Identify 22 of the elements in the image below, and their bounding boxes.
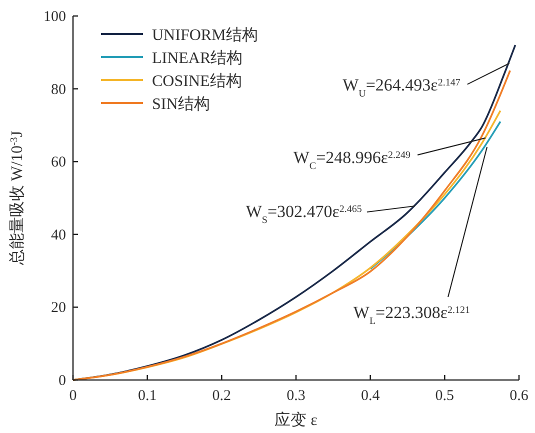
annotation: W$_{U}$=264.493ε$^{2.147}$ bbox=[342, 75, 460, 99]
x-tick-label: 0.3 bbox=[286, 388, 306, 404]
y-tick-label: 60 bbox=[51, 154, 66, 171]
annotation: W$_{L}$=223.308ε$^{2.121}$ bbox=[353, 303, 470, 327]
x-axis-title: 应变 ε bbox=[274, 411, 318, 429]
y-tick-label: 40 bbox=[51, 227, 66, 244]
legend-label: UNIFORM结构 bbox=[152, 26, 258, 44]
x-tick-label: 0.6 bbox=[510, 388, 529, 404]
annotation: W$_{S}$=302.470ε$^{2.465}$ bbox=[246, 202, 362, 226]
x-tick-label: 0.1 bbox=[138, 388, 157, 404]
legend-label: SIN结构 bbox=[152, 95, 210, 113]
x-tick-label: 0.5 bbox=[435, 388, 454, 404]
legend-label: COSINE结构 bbox=[152, 72, 242, 90]
y-tick-label: 20 bbox=[51, 300, 66, 316]
y-tick-label: 100 bbox=[44, 9, 66, 25]
annotation: W$_{C}$=248.996ε$^{2.249}$ bbox=[293, 148, 411, 172]
x-tick-label: 0 bbox=[69, 388, 77, 404]
legend-label: LINEAR结构 bbox=[152, 49, 243, 67]
y-tick-label: 0 bbox=[58, 373, 66, 389]
x-tick-label: 0.2 bbox=[212, 388, 232, 404]
x-tick-label: 0.4 bbox=[360, 388, 380, 404]
y-tick-label: 80 bbox=[51, 82, 66, 98]
